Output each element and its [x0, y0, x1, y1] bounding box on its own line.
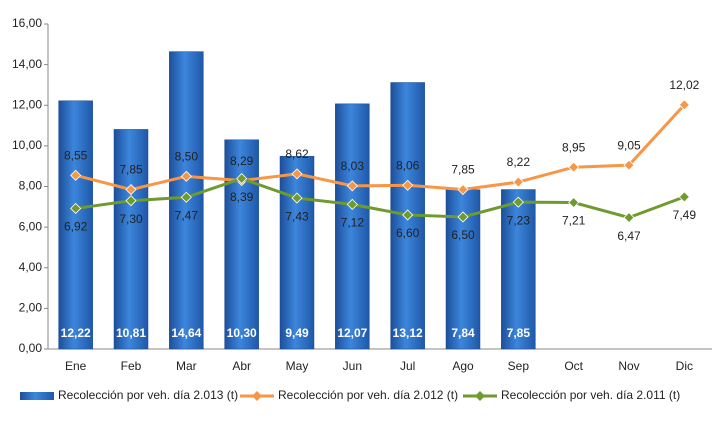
point — [236, 173, 248, 185]
point — [291, 168, 303, 180]
x-tick-label: Feb — [121, 359, 142, 373]
point — [678, 99, 690, 111]
x-tick-label: Jun — [343, 359, 362, 373]
data-label: 8,22 — [507, 155, 531, 169]
legend-swatch — [252, 391, 262, 401]
y-tick-label: 0,00 — [19, 341, 43, 355]
legend-swatch — [20, 392, 54, 400]
point — [125, 195, 137, 207]
bar — [58, 100, 93, 350]
x-tick-label: Abr — [232, 359, 251, 373]
data-label: 7,49 — [673, 208, 697, 222]
data-label: 7,85 — [507, 326, 531, 340]
point — [70, 169, 82, 181]
legend-label: Recolección por veh. día 2.013 (t) — [58, 388, 238, 402]
data-label: 8,03 — [341, 159, 365, 173]
y-tick-label: 14,00 — [12, 57, 42, 71]
x-tick-label: Sep — [508, 359, 530, 373]
x-tick-label: Jul — [400, 359, 415, 373]
y-tick-label: 12,00 — [12, 97, 42, 111]
data-label: 6,92 — [64, 220, 88, 234]
data-label: 9,05 — [617, 138, 641, 152]
data-label: 13,12 — [393, 326, 423, 340]
data-label: 8,29 — [230, 154, 254, 168]
point — [70, 202, 82, 215]
data-label: 10,30 — [227, 326, 257, 340]
legend-swatch — [475, 391, 485, 401]
point — [402, 179, 414, 191]
legend-label: Recolección por veh. día 2.012 (t) — [278, 388, 458, 402]
data-label: 12,22 — [61, 326, 91, 340]
point — [457, 183, 469, 196]
data-label: 12,02 — [669, 78, 699, 92]
point — [512, 176, 524, 188]
point — [180, 170, 192, 182]
point — [678, 191, 690, 203]
bar — [113, 129, 149, 350]
point — [623, 159, 635, 171]
point — [457, 211, 469, 223]
x-tick-label: Dic — [676, 359, 693, 373]
point — [291, 192, 303, 204]
data-label: 8,50 — [175, 150, 199, 164]
point — [346, 180, 358, 192]
data-label: 10,81 — [116, 326, 146, 340]
data-label: 6,50 — [451, 228, 475, 242]
data-label: 8,39 — [230, 190, 254, 204]
point — [402, 209, 414, 221]
x-tick-label: Mar — [176, 359, 197, 373]
data-label: 8,62 — [285, 147, 309, 161]
bar — [335, 103, 370, 350]
y-tick-label: 16,00 — [12, 16, 42, 30]
point — [125, 183, 137, 196]
data-label: 8,55 — [64, 149, 88, 163]
point — [346, 198, 358, 210]
x-tick-label: Oct — [564, 359, 583, 373]
data-label: 6,60 — [396, 226, 420, 240]
data-label: 7,21 — [562, 214, 586, 228]
y-tick-label: 6,00 — [19, 219, 43, 233]
x-tick-label: May — [286, 359, 309, 373]
x-tick-label: Nov — [618, 359, 639, 373]
y-tick-label: 10,00 — [12, 138, 42, 152]
data-label: 7,84 — [451, 326, 475, 340]
y-tick-label: 8,00 — [19, 179, 43, 193]
data-label: 7,85 — [119, 163, 143, 177]
data-label: 7,12 — [341, 216, 365, 230]
data-label: 14,64 — [171, 326, 201, 340]
x-tick-label: Ago — [452, 359, 474, 373]
data-label: 9,49 — [285, 326, 309, 340]
point — [568, 196, 580, 209]
data-label: 8,06 — [396, 158, 420, 172]
point — [568, 161, 580, 173]
data-label: 7,85 — [451, 163, 475, 177]
data-label: 7,30 — [119, 212, 143, 226]
y-tick-label: 4,00 — [19, 260, 43, 274]
point — [180, 191, 192, 203]
data-label: 7,43 — [285, 209, 309, 223]
line — [75, 103, 686, 192]
data-label: 12,07 — [337, 326, 367, 340]
bar — [224, 139, 259, 350]
y-tick-label: 2,00 — [19, 301, 43, 315]
data-label: 7,47 — [175, 208, 199, 222]
bar — [501, 189, 536, 350]
line — [75, 176, 685, 220]
legend-label: Recolección por veh. día 2.011 (t) — [501, 388, 680, 402]
data-label: 6,47 — [617, 229, 641, 243]
bar — [279, 155, 315, 350]
point — [623, 212, 635, 224]
x-tick-label: Ene — [65, 359, 87, 373]
point — [512, 196, 524, 208]
data-label: 8,95 — [562, 140, 586, 154]
data-label: 7,23 — [507, 213, 531, 227]
